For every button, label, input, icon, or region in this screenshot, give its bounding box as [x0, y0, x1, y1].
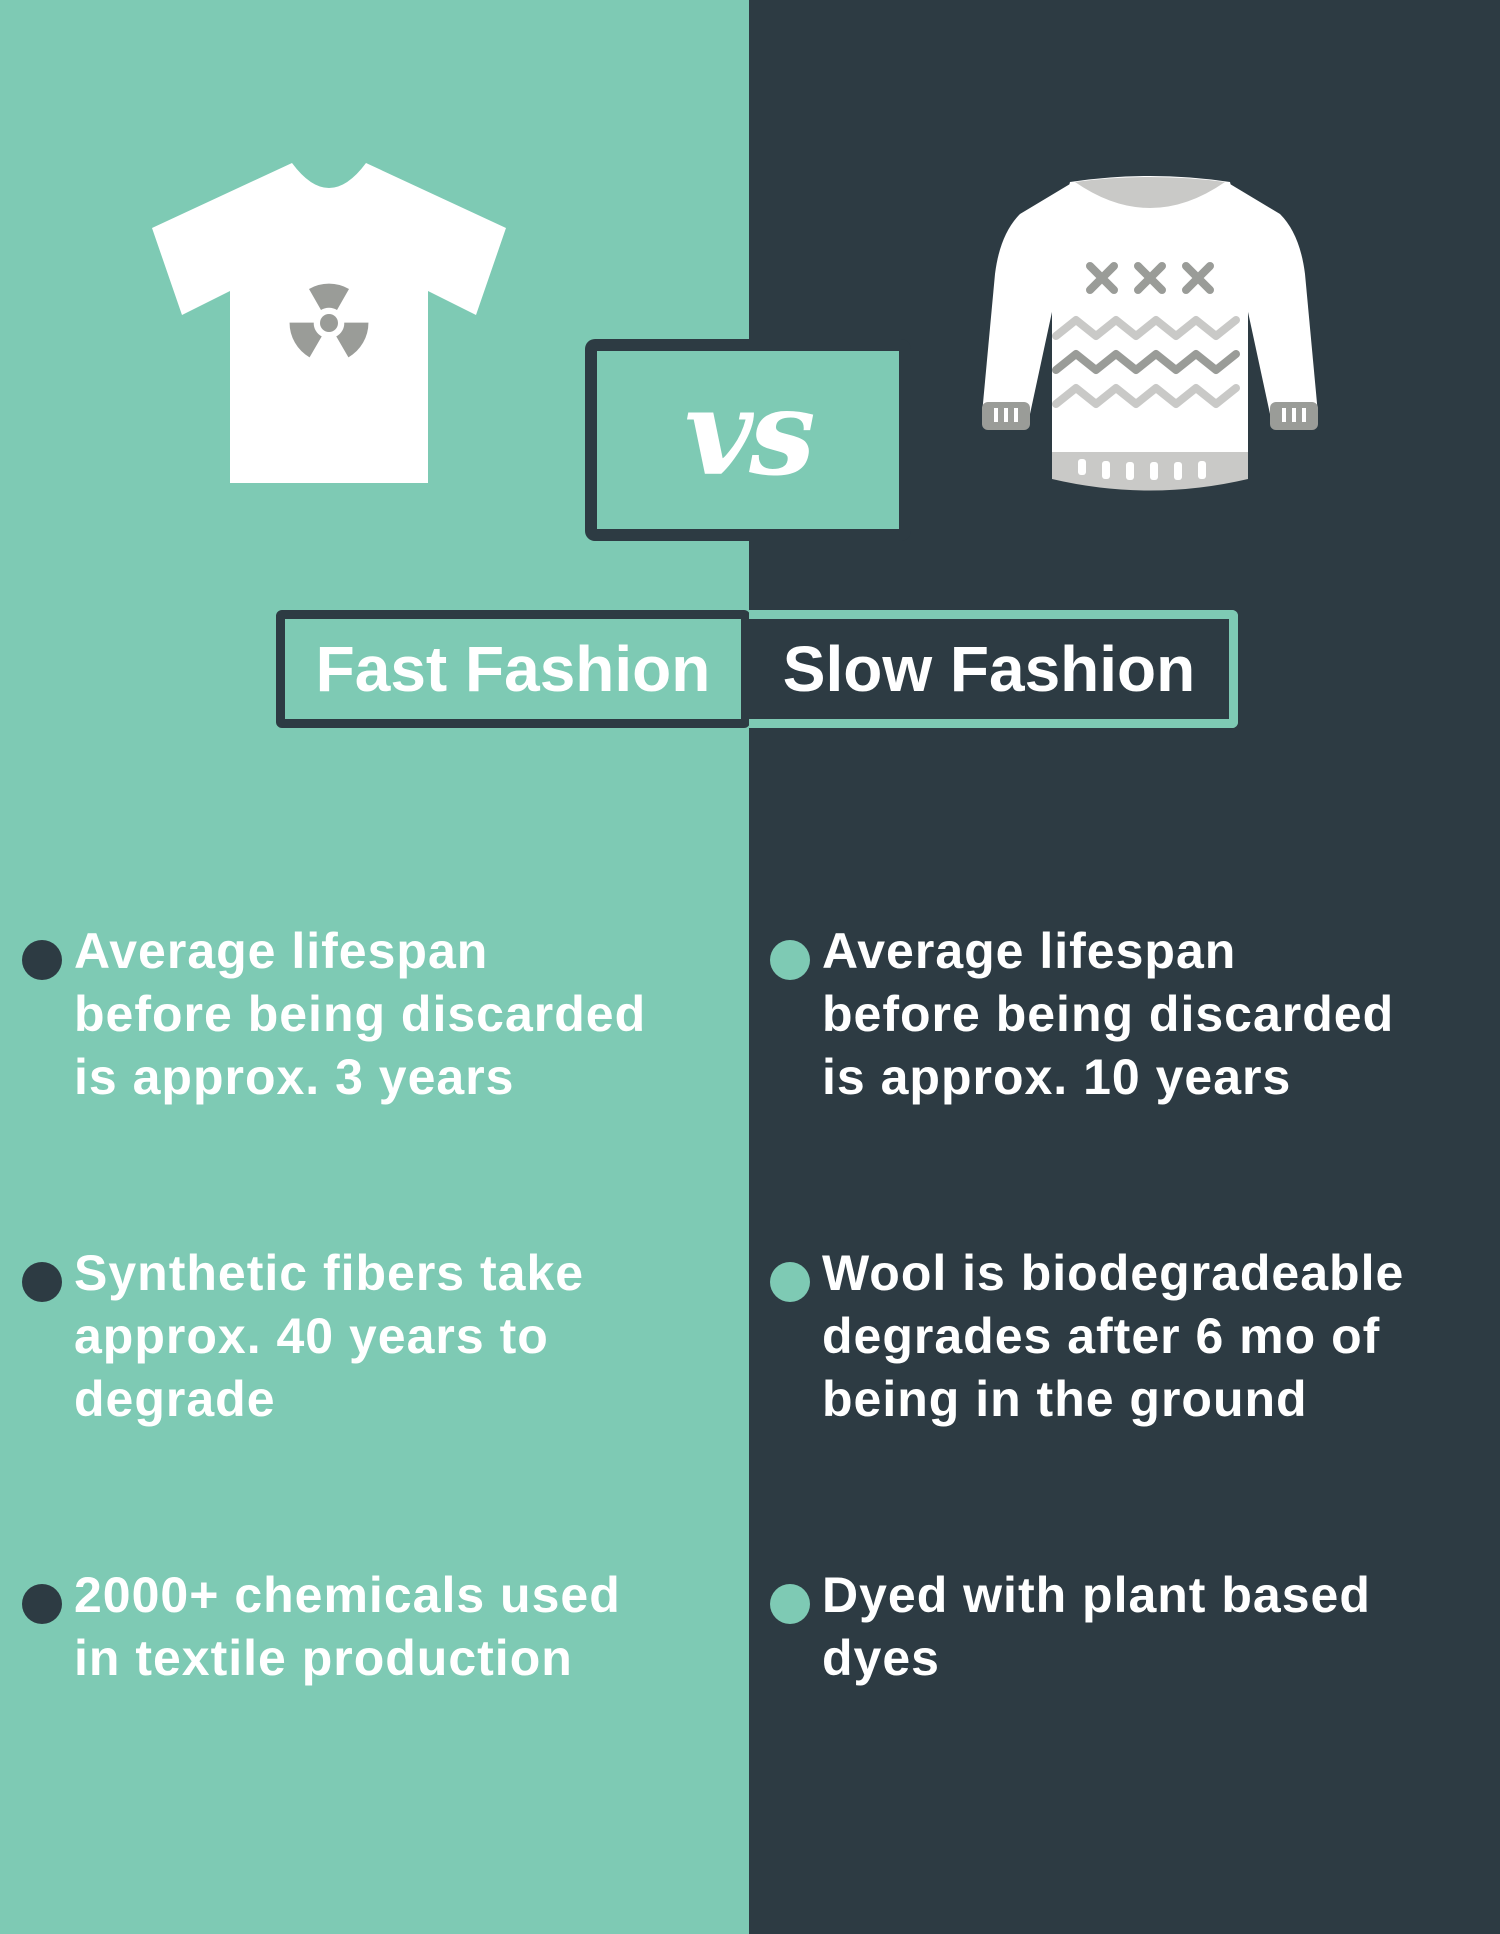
bullet-dot [770, 1262, 810, 1302]
bullet-dot [22, 1262, 62, 1302]
slow-point-text: Wool is biodegradeable degrades after 6 … [822, 1245, 1405, 1427]
fast-point-text: Average lifespan before being discarded … [74, 923, 647, 1105]
fast-point-3: 2000+ chemicals used in textile producti… [22, 1564, 621, 1690]
tshirt-radiation-icon [152, 163, 506, 483]
bullet-dot [22, 1584, 62, 1624]
slow-point-1: Average lifespan before being discarded … [770, 920, 1394, 1109]
bullet-dot [770, 1584, 810, 1624]
bullet-dot [22, 940, 62, 980]
slow-point-text: Dyed with plant based dyes [822, 1567, 1371, 1686]
slow-fashion-title: Slow Fashion [782, 633, 1196, 705]
slow-fashion-label-box: Slow Fashion [749, 610, 1238, 728]
vs-badge: vs [585, 339, 911, 541]
fast-point-2: Synthetic fibers take approx. 40 years t… [22, 1242, 584, 1431]
slow-point-2: Wool is biodegradeable degrades after 6 … [770, 1242, 1404, 1431]
fast-point-1: Average lifespan before being discarded … [22, 920, 646, 1109]
vs-label: vs [684, 363, 816, 502]
fast-point-text: Synthetic fibers take approx. 40 years t… [74, 1245, 585, 1427]
slow-point-3: Dyed with plant based dyes [770, 1564, 1371, 1690]
slow-point-text: Average lifespan before being discarded … [822, 923, 1395, 1105]
bullet-dot [770, 940, 810, 980]
fast-fashion-label-box: Fast Fashion [276, 610, 750, 728]
fast-point-text: 2000+ chemicals used in textile producti… [74, 1567, 621, 1686]
knit-sweater-icon [982, 176, 1318, 491]
fast-fashion-title: Fast Fashion [315, 633, 711, 705]
